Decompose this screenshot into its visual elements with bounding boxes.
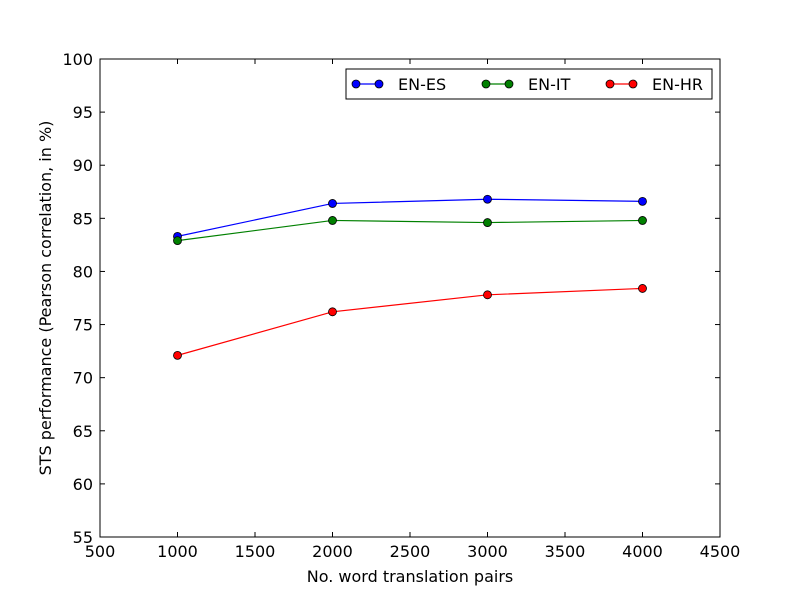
- series-line-en-it: [177, 219, 643, 242]
- data-point-en-hr: [483, 290, 492, 300]
- ticks-layer: 500 1000 1500 2000 2500 3000 3500 4000 4500 55 60 6…: [62, 50, 740, 561]
- plot-frame: [99, 58, 721, 538]
- data-point-en-es: [483, 194, 492, 204]
- data-point-en-it: [173, 236, 182, 246]
- legend-box: [345, 68, 713, 100]
- series-layer: [173, 194, 647, 360]
- y-axis-label: STS performance (Pearson correlation, in…: [36, 121, 55, 476]
- legend-marker-en-it: [504, 79, 514, 89]
- y-tick-label: 60: [73, 475, 93, 494]
- x-tick-label: 4500: [700, 542, 741, 561]
- x-tick-label: 1000: [157, 542, 198, 561]
- series-line-en-es: [177, 198, 643, 237]
- legend-marker-en-es: [351, 79, 361, 89]
- x-axis-label: No. word translation pairs: [307, 567, 514, 586]
- legend-marker-en-hr: [605, 79, 615, 89]
- x-tick-label: 2500: [390, 542, 431, 561]
- x-tick-label: 500: [85, 542, 116, 561]
- x-tick-label: 3000: [467, 542, 508, 561]
- data-point-en-it: [328, 216, 337, 225]
- data-point-en-es: [638, 196, 647, 206]
- y-tick-label: 75: [73, 316, 93, 335]
- legend-marker-en-hr: [628, 79, 638, 89]
- legend-marker-en-it: [481, 79, 491, 89]
- y-tick-label: 95: [73, 103, 93, 122]
- x-tick-label: 4000: [622, 542, 663, 561]
- legend-label-en-it: EN-IT: [528, 75, 571, 94]
- series-line-en-hr: [177, 287, 643, 356]
- data-point-en-it: [483, 218, 492, 227]
- y-tick-label: 100: [62, 50, 93, 69]
- y-tick-label: 55: [73, 528, 93, 547]
- legend: EN-ES EN-IT EN-HR: [345, 68, 713, 100]
- data-point-en-hr: [328, 307, 337, 317]
- axis-labels: No. word translation pairs STS performan…: [36, 121, 513, 586]
- legend-marker-en-es: [374, 79, 384, 89]
- y-tick-label: 70: [73, 369, 93, 388]
- data-point-en-hr: [638, 284, 647, 293]
- legend-label-en-es: EN-ES: [398, 75, 446, 94]
- y-tick-label: 90: [73, 156, 93, 175]
- y-tick-label: 80: [73, 262, 93, 281]
- y-tick-label: 85: [73, 209, 93, 228]
- y-tick-label: 65: [73, 422, 93, 441]
- data-point-en-it: [638, 216, 647, 225]
- data-point-en-hr: [173, 350, 182, 360]
- x-tick-label: 3500: [545, 542, 586, 561]
- data-point-en-es: [328, 199, 337, 208]
- x-tick-label: 1500: [235, 542, 276, 561]
- legend-label-en-hr: EN-HR: [652, 75, 703, 94]
- x-tick-label: 2000: [312, 542, 353, 561]
